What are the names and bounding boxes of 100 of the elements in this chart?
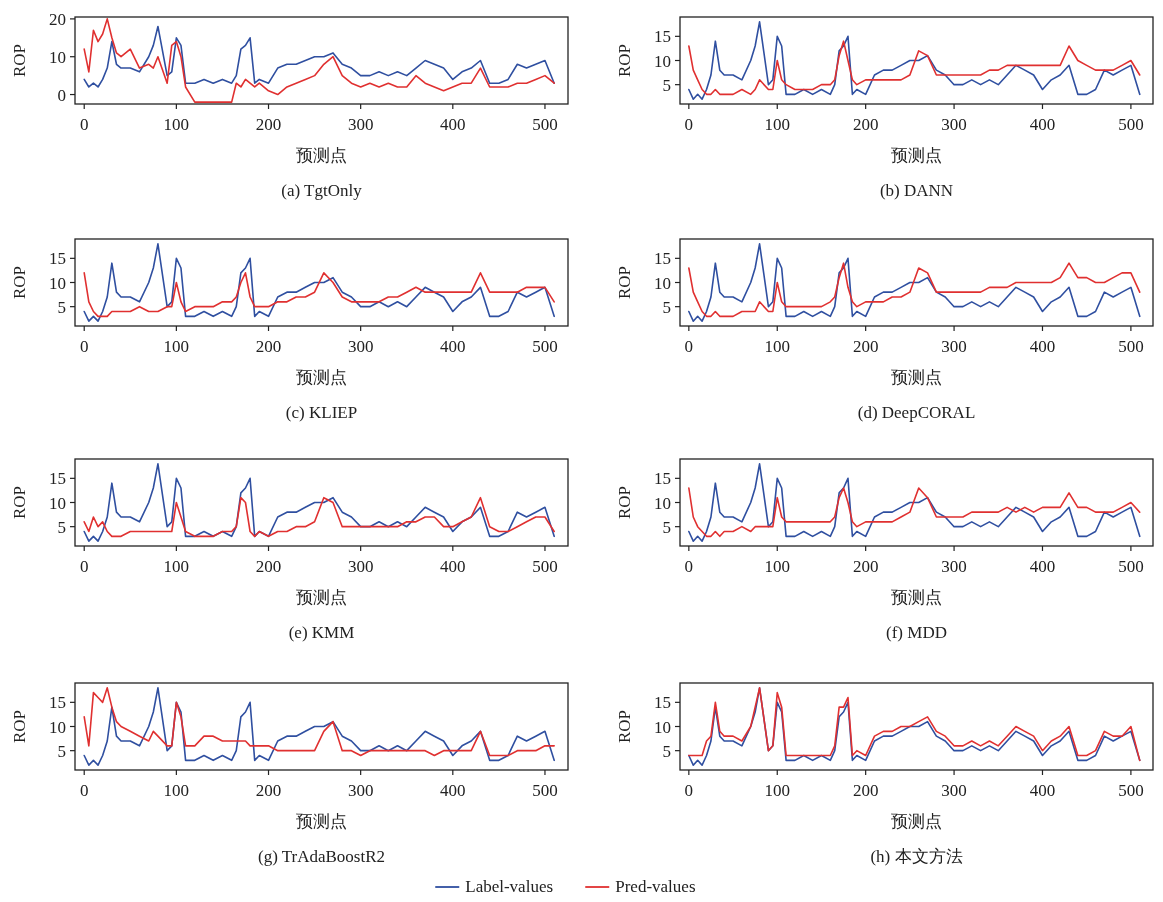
y-tick-label: 15 <box>654 469 671 489</box>
x-tick-label: 0 <box>684 557 694 576</box>
x-axis-title: 预测点 <box>891 368 942 387</box>
x-tick-label: 100 <box>163 781 190 800</box>
line-series <box>83 272 555 318</box>
text: (d) DeepCORAL <box>857 403 976 422</box>
x-tick-label: 300 <box>347 781 374 800</box>
x-tick-label: 100 <box>163 115 190 134</box>
line-series <box>688 463 1141 542</box>
line-series <box>83 25 555 88</box>
x-tick-label: 100 <box>764 781 790 800</box>
line-series <box>83 496 555 538</box>
y-tick-label: 5 <box>57 517 66 537</box>
x-tick-label: 0 <box>79 781 89 800</box>
x-tick-label: 400 <box>440 781 466 800</box>
x-tick-label: 0 <box>684 337 694 356</box>
x-tick-label: 0 <box>684 781 694 800</box>
x-tick-label: 100 <box>163 557 190 576</box>
x-tick-label: 300 <box>941 337 967 356</box>
y-axis-title: ROP <box>10 709 29 744</box>
y-tick-label: 5 <box>662 741 671 761</box>
line-series <box>688 40 1141 96</box>
line-series <box>688 243 1141 322</box>
x-tick-label: 500 <box>532 781 558 800</box>
x-tick-label: 400 <box>1029 781 1056 800</box>
x-tick-label: 300 <box>347 115 374 134</box>
y-axis-title: ROP <box>10 43 29 78</box>
x-tick-label: 300 <box>347 557 374 576</box>
x-tick-label: 400 <box>440 115 466 134</box>
x-axis-title: 预测点 <box>296 146 347 165</box>
y-tick-label: 5 <box>57 297 66 317</box>
x-tick-label: 0 <box>79 337 89 356</box>
x-axis-title: 预测点 <box>296 812 347 831</box>
x-tick-label: 500 <box>1118 781 1144 800</box>
y-tick-label: 15 <box>49 249 66 269</box>
line-series <box>83 18 555 103</box>
y-tick-label: 10 <box>49 493 66 513</box>
x-tick-label: 200 <box>852 781 879 800</box>
x-tick-label: 100 <box>764 337 790 356</box>
x-tick-label: 200 <box>255 557 282 576</box>
x-tick-label: 0 <box>79 115 89 134</box>
x-tick-label: 200 <box>255 115 282 134</box>
y-tick-label: 10 <box>654 273 671 293</box>
x-tick-label: 500 <box>532 337 558 356</box>
x-tick-label: 200 <box>255 781 282 800</box>
x-tick-label: 500 <box>532 115 558 134</box>
y-tick-label: 10 <box>654 717 671 737</box>
x-tick-label: 300 <box>941 557 967 576</box>
x-axis-title: 预测点 <box>891 812 942 831</box>
y-tick-label: 20 <box>49 9 66 29</box>
line-series <box>83 243 555 322</box>
x-tick-label: 500 <box>532 557 558 576</box>
text: (g) TrAdaBoostR2 <box>257 847 386 866</box>
y-tick-label: 10 <box>49 717 66 737</box>
x-tick-label: 200 <box>255 337 282 356</box>
text: (e) KMM <box>288 623 355 642</box>
x-tick-label: 400 <box>1029 115 1056 134</box>
y-axis-title: ROP <box>615 485 634 520</box>
x-tick-label: 400 <box>1029 557 1056 576</box>
text: (h) 本文方法 <box>870 847 963 866</box>
x-tick-label: 400 <box>440 557 466 576</box>
x-tick-label: 300 <box>941 781 967 800</box>
text: (c) KLIEP <box>285 403 358 422</box>
x-tick-label: 200 <box>852 337 879 356</box>
x-tick-label: 100 <box>163 337 190 356</box>
line-series <box>688 21 1141 100</box>
x-tick-label: 200 <box>852 557 879 576</box>
x-axis-title: 预测点 <box>296 588 347 607</box>
y-tick-label: 10 <box>49 47 66 67</box>
y-tick-label: 10 <box>49 273 66 293</box>
y-tick-label: 5 <box>662 297 671 317</box>
y-tick-label: 0 <box>57 85 66 105</box>
y-axis-title: ROP <box>10 265 29 300</box>
y-tick-label: 10 <box>654 493 671 513</box>
y-tick-label: 15 <box>654 249 671 269</box>
y-tick-label: 5 <box>662 517 671 537</box>
text: (a) TgtOnly <box>281 181 363 200</box>
legend-label: Label-values <box>465 877 554 896</box>
text: (b) DANN <box>879 181 954 200</box>
x-tick-label: 300 <box>347 337 374 356</box>
x-tick-label: 0 <box>684 115 694 134</box>
x-axis-title: 预测点 <box>891 146 942 165</box>
x-tick-label: 500 <box>1118 557 1144 576</box>
y-tick-label: 5 <box>57 741 66 761</box>
y-tick-label: 10 <box>654 51 671 71</box>
y-tick-label: 15 <box>49 693 66 713</box>
y-tick-label: 5 <box>662 75 671 95</box>
y-axis-title: ROP <box>615 43 634 78</box>
y-axis-title: ROP <box>615 265 634 300</box>
x-tick-label: 100 <box>764 557 790 576</box>
y-tick-label: 15 <box>654 27 671 47</box>
line-series <box>688 487 1141 538</box>
x-tick-label: 400 <box>1029 337 1056 356</box>
x-tick-label: 200 <box>852 115 879 134</box>
y-axis-title: ROP <box>615 709 634 744</box>
x-tick-label: 100 <box>764 115 790 134</box>
x-tick-label: 500 <box>1118 337 1144 356</box>
x-tick-label: 500 <box>1118 115 1144 134</box>
y-tick-label: 15 <box>49 469 66 489</box>
line-series <box>83 463 555 542</box>
